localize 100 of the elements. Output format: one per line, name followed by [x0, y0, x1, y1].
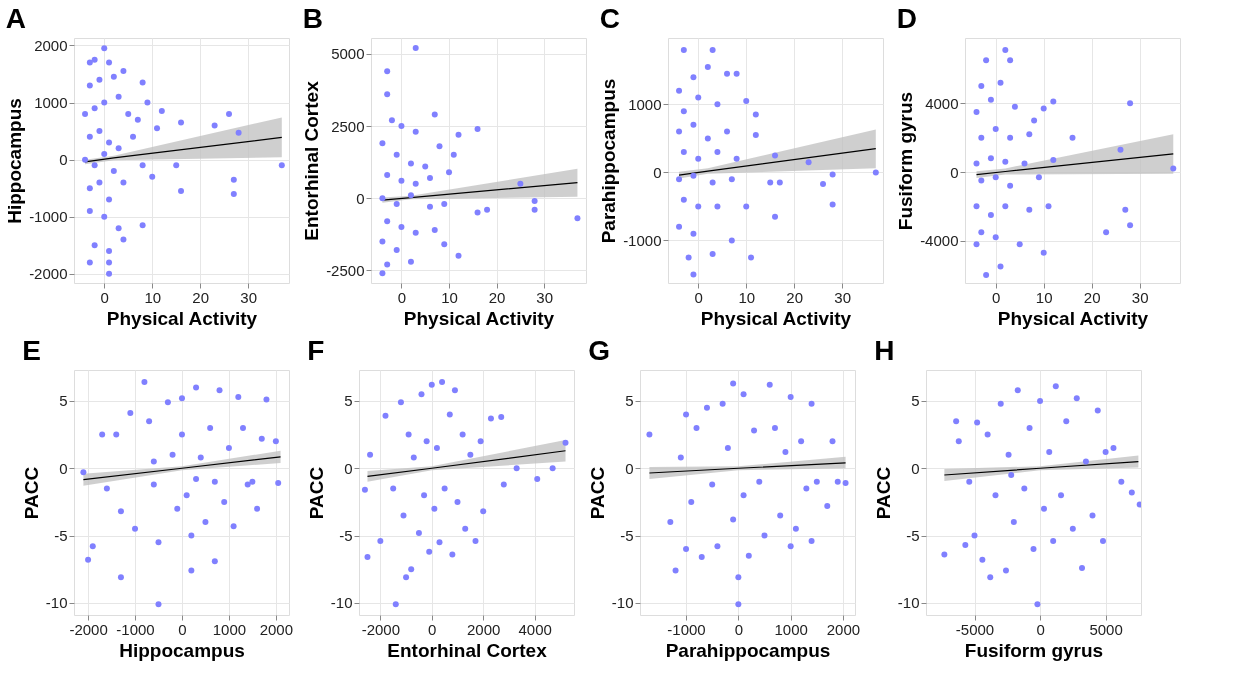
- x-axis-title: Physical Activity: [700, 307, 852, 329]
- point: [149, 173, 156, 180]
- point: [1050, 98, 1057, 105]
- point: [384, 172, 391, 179]
- point: [462, 525, 469, 532]
- point: [101, 99, 108, 106]
- y-tick-label: 2500: [331, 117, 365, 135]
- point: [798, 438, 805, 445]
- point: [451, 387, 458, 394]
- x-tick-label: 5000: [1089, 620, 1123, 638]
- point: [377, 537, 384, 544]
- point: [86, 82, 93, 89]
- x-tick-label: 0: [397, 288, 407, 306]
- point: [446, 169, 453, 176]
- point: [384, 91, 391, 98]
- x-tick-label: -5000: [955, 620, 995, 638]
- y-axis-title: PACC: [872, 466, 894, 520]
- point: [1128, 489, 1135, 496]
- chart-title: E: [22, 335, 42, 366]
- x-tick-label: 2000: [467, 620, 501, 638]
- point: [428, 381, 435, 388]
- point: [1040, 505, 1047, 512]
- point: [973, 160, 980, 167]
- point: [173, 162, 180, 169]
- point: [987, 211, 994, 218]
- x-tick-label: 30: [240, 288, 258, 306]
- point: [117, 508, 124, 515]
- x-tick-label: 10: [738, 288, 756, 306]
- point: [86, 133, 93, 140]
- point: [226, 110, 233, 117]
- y-tick-label: -1000: [623, 231, 662, 249]
- point: [1002, 203, 1009, 210]
- point: [382, 412, 389, 419]
- chart-title: C: [599, 3, 620, 34]
- point: [154, 125, 161, 132]
- point: [752, 111, 759, 118]
- x-axis-title: Physical Activity: [997, 307, 1149, 329]
- point: [106, 59, 113, 66]
- y-tick-label: 5: [59, 392, 68, 410]
- y-axis-title: Entorhinal Cortex: [301, 80, 323, 241]
- point: [240, 424, 246, 431]
- point: [110, 73, 117, 80]
- point: [1040, 105, 1047, 112]
- point: [1040, 249, 1047, 256]
- point: [680, 149, 687, 155]
- point: [480, 508, 487, 515]
- x-tick-label: 30: [536, 288, 553, 306]
- point: [829, 201, 836, 208]
- point: [117, 574, 124, 581]
- point: [398, 177, 405, 184]
- point: [1045, 203, 1052, 210]
- y-tick-label: 5: [625, 392, 634, 410]
- point: [1005, 451, 1012, 458]
- point: [683, 546, 690, 553]
- chart-title: F: [307, 335, 325, 366]
- chart-title: D: [896, 3, 917, 34]
- point: [216, 387, 223, 394]
- point: [709, 481, 716, 488]
- point: [127, 410, 134, 417]
- point: [106, 248, 113, 255]
- point: [1089, 512, 1096, 519]
- point: [1014, 387, 1021, 394]
- x-tick-label: 2000: [259, 620, 294, 638]
- point: [80, 469, 87, 476]
- point: [842, 480, 849, 487]
- point: [992, 234, 999, 241]
- y-axis-title: Hippocampus: [4, 98, 26, 224]
- point: [188, 532, 195, 539]
- point: [400, 512, 407, 519]
- point: [1026, 131, 1033, 138]
- point: [992, 126, 999, 133]
- x-tick-label: 1000: [774, 620, 808, 638]
- point: [115, 225, 122, 232]
- point: [155, 601, 162, 608]
- point: [441, 241, 448, 248]
- chart-title: B: [302, 3, 323, 34]
- point: [735, 574, 742, 581]
- point: [1026, 424, 1033, 431]
- point: [412, 128, 419, 135]
- point: [474, 209, 481, 216]
- point: [714, 101, 721, 108]
- x-tick-label: 0: [694, 288, 703, 306]
- point: [695, 203, 702, 210]
- point: [155, 539, 162, 546]
- y-tick-label: 0: [653, 163, 662, 181]
- x-tick-label: 30: [834, 288, 852, 306]
- point: [1127, 100, 1134, 107]
- point: [211, 558, 218, 565]
- point: [646, 431, 653, 438]
- point: [164, 399, 171, 406]
- point: [106, 270, 113, 277]
- point: [983, 272, 990, 279]
- point: [474, 125, 481, 132]
- point: [407, 192, 414, 199]
- point: [106, 196, 113, 203]
- point: [690, 74, 697, 81]
- y-tick-label: 0: [59, 459, 68, 477]
- point: [1063, 418, 1070, 425]
- point: [714, 149, 721, 155]
- point: [787, 543, 794, 550]
